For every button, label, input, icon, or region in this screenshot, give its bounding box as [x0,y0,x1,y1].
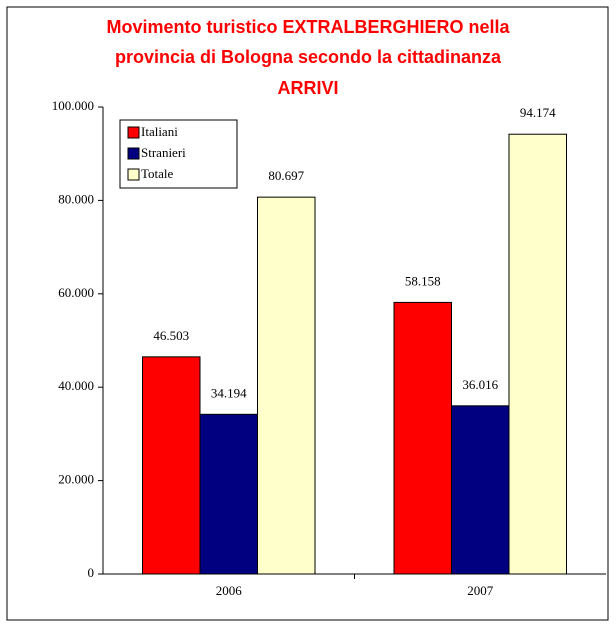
x-tick-label: 2007 [467,583,494,598]
data-label: 58.158 [405,273,441,288]
bar [451,405,510,575]
y-tick-label: 60.000 [58,285,94,300]
legend-label: Totale [141,166,174,181]
bar [393,301,452,575]
bar [257,196,316,575]
legend-swatch [127,147,140,160]
legend-label: Italiani [141,124,178,139]
bar [508,133,567,575]
bar [199,413,258,575]
bar [142,356,201,575]
legend-swatch [127,126,140,139]
data-label: 80.697 [268,168,304,183]
legend-swatch [127,168,140,181]
y-tick-label: 0 [88,565,95,580]
x-tick-label: 2006 [216,583,243,598]
data-label: 36.016 [462,377,498,392]
data-label: 94.174 [520,105,556,120]
chart-title: Movimento turistico EXTRALBERGHIERO nell… [106,17,510,67]
y-tick-label: 80.000 [58,191,94,206]
data-label: 46.503 [153,328,189,343]
data-label: 34.194 [211,385,247,400]
chart-subtitle: ARRIVI [277,78,339,98]
y-tick-label: 100.000 [52,98,94,113]
y-tick-label: 20.000 [58,472,94,487]
legend-label: Stranieri [141,145,186,160]
y-tick-label: 40.000 [58,378,94,393]
